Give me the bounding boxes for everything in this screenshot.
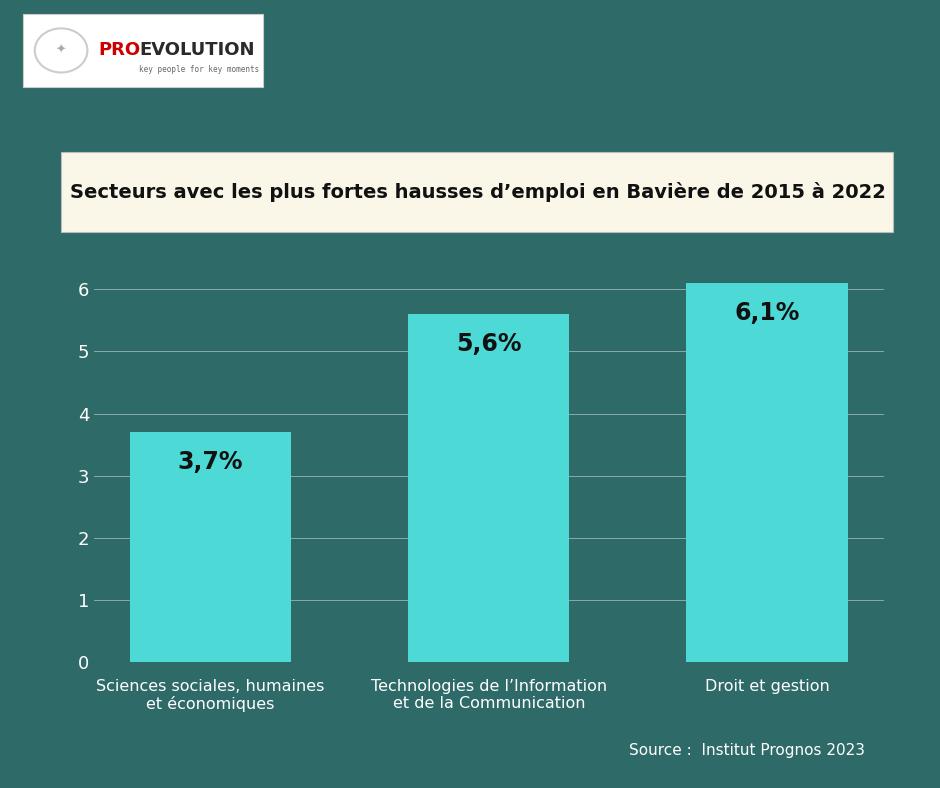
Legend: Taux de croissance: Taux de croissance [384,171,594,192]
Bar [408,314,570,662]
Text: PRO: PRO [99,41,141,58]
Text: 5,6%: 5,6% [456,332,522,355]
Text: Source :  Institut Prognos 2023: Source : Institut Prognos 2023 [629,743,865,758]
Bar [130,432,291,662]
Bar [686,283,848,662]
Text: 6,1%: 6,1% [734,300,800,325]
Text: key people for key moments: key people for key moments [139,65,259,74]
Text: Secteurs avec les plus fortes hausses d’emploi en Bavière de 2015 à 2022: Secteurs avec les plus fortes hausses d’… [70,182,885,203]
Text: 3,7%: 3,7% [178,450,243,474]
Text: ✦: ✦ [55,44,67,57]
Text: EVOLUTION: EVOLUTION [139,41,255,58]
